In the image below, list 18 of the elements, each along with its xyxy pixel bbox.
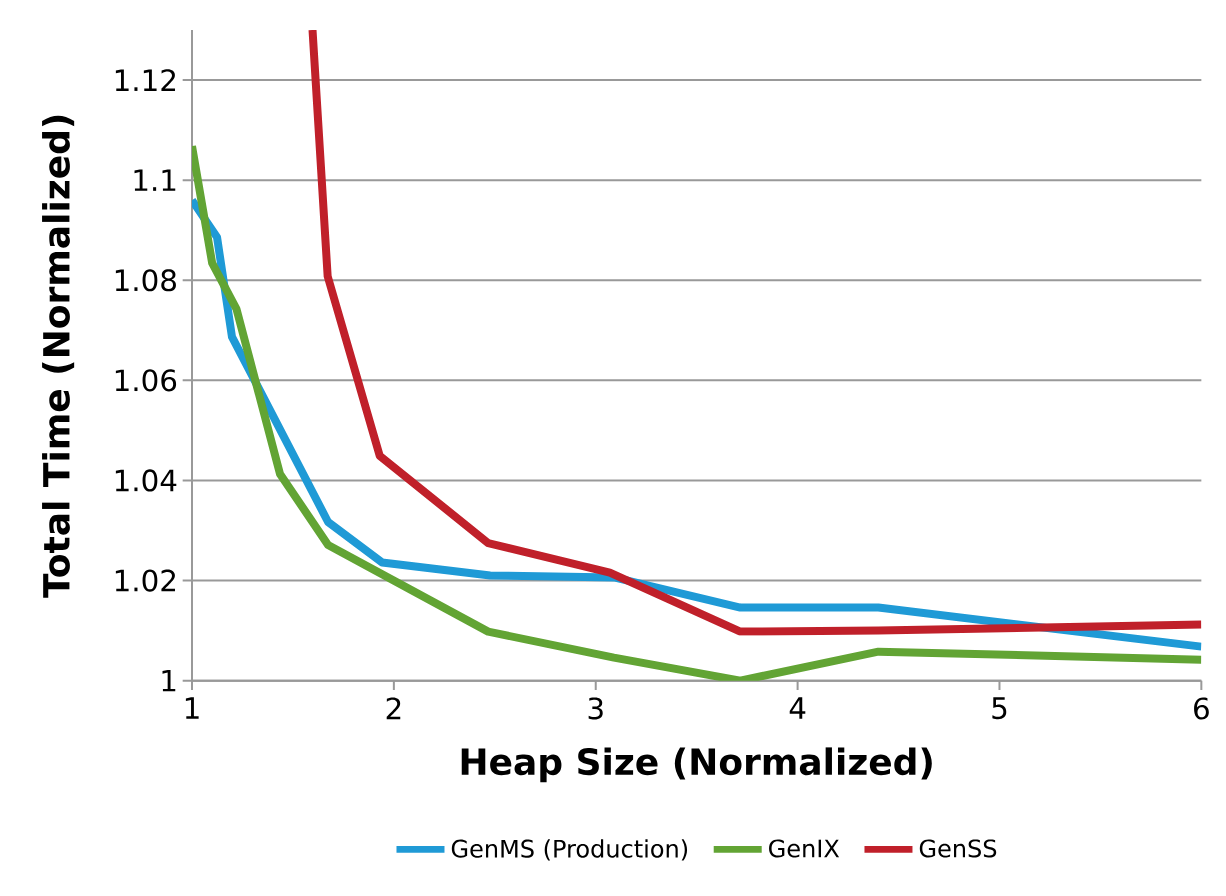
- y-tick-label: 1.12: [115, 69, 176, 91]
- y-tick-label: 1: [162, 669, 176, 692]
- x-tick-label: 5: [992, 697, 1007, 720]
- x-axis-title: Heap Size (Normalized): [461, 747, 932, 783]
- y-tick-label: 1.1: [134, 169, 176, 191]
- x-tick-label: 2: [386, 697, 401, 720]
- x-tick-label: 6: [1194, 697, 1209, 720]
- legend-label: GenIX: [769, 839, 840, 858]
- y-axis-title: Total Time (Normalized): [42, 115, 75, 598]
- x-tick-label: 4: [789, 697, 806, 719]
- y-tick-label: 1.02: [115, 569, 176, 592]
- y-tick-label: 1.06: [115, 369, 177, 392]
- x-tick-label: 3: [588, 697, 603, 720]
- legend-label: GenMS (Production): [451, 839, 688, 861]
- y-tick-label: 1.04: [115, 469, 177, 492]
- y-tick-label: 1.08: [115, 269, 176, 292]
- x-tick-label: 1: [185, 697, 199, 719]
- legend-label: GenSS: [919, 839, 997, 858]
